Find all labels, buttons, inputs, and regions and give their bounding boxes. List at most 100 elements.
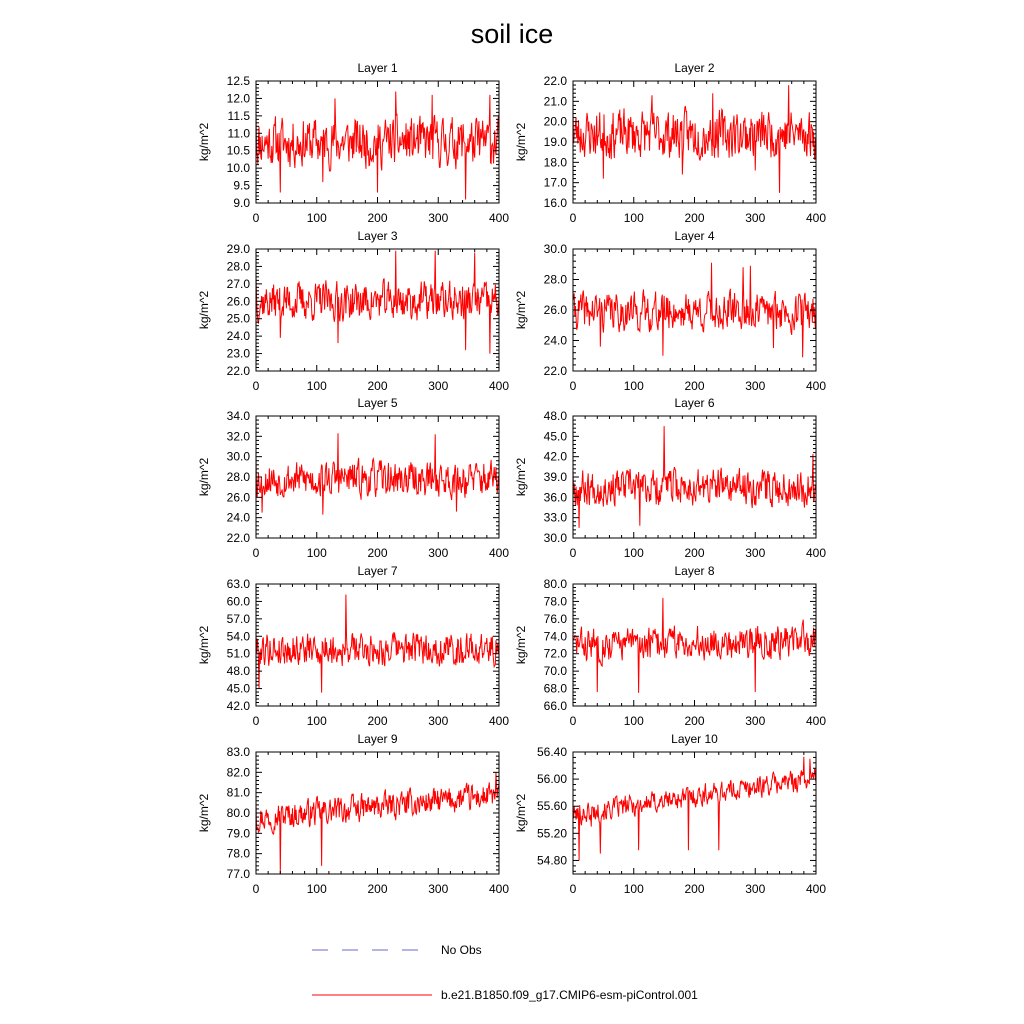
panel-title: Layer 4	[674, 229, 714, 243]
y-tick-label: 78.0	[227, 847, 251, 861]
y-tick-label: 24.0	[227, 329, 251, 343]
series-line	[572, 426, 817, 528]
panel-title: Layer 10	[671, 732, 718, 746]
x-tick-label: 200	[684, 546, 704, 560]
y-tick-label: 79.0	[227, 826, 251, 840]
x-tick-label: 300	[428, 546, 448, 560]
legend: No Obs b.e21.B1850.f09_g17.CMIP6-esm-piC…	[312, 943, 698, 1002]
panel-layer-3: Layer 3 kg/m^2 0 100 200 300 400 22.0 23.0 24.0 25…	[197, 229, 509, 393]
legend-obs-label: No Obs	[441, 943, 482, 957]
y-tick-label: 48.0	[544, 409, 568, 423]
x-tick-label: 200	[367, 211, 387, 225]
x-tick-label: 300	[428, 379, 448, 393]
x-tick-label: 300	[428, 211, 448, 225]
x-tick-label: 300	[745, 379, 765, 393]
x-tick-label: 400	[806, 379, 826, 393]
panel-title: Layer 2	[674, 61, 714, 75]
y-tick-label: 12.5	[227, 74, 251, 88]
panel-title: Layer 5	[357, 396, 397, 410]
y-axis-label: kg/m^2	[514, 123, 528, 162]
x-tick-label: 200	[684, 379, 704, 393]
panel-layer-7: Layer 7 kg/m^2 0 100 200 300 400 42.0 45.0 48.0 51…	[197, 564, 509, 728]
y-tick-label: 20.0	[544, 115, 568, 129]
y-tick-label: 83.0	[227, 745, 251, 759]
panel-layer-6: Layer 6 kg/m^2 0 100 200 300 400 30.0 33.0 36.0 39…	[514, 396, 826, 560]
x-tick-label: 100	[307, 714, 327, 728]
y-tick-label: 68.0	[544, 682, 568, 696]
y-tick-label: 54.0	[227, 629, 251, 643]
x-tick-label: 100	[307, 211, 327, 225]
x-tick-label: 400	[489, 882, 509, 896]
panels: Layer 1 kg/m^2 0 100 200 300 400 9.0 9.5 10.0 10.5…	[197, 61, 826, 896]
panel-title: Layer 9	[357, 732, 397, 746]
y-tick-label: 30.0	[227, 450, 251, 464]
y-tick-label: 12.0	[227, 91, 251, 105]
y-tick-label: 9.0	[233, 196, 250, 210]
y-axis-label: kg/m^2	[197, 291, 211, 330]
series-line	[572, 262, 817, 358]
y-tick-label: 29.0	[227, 242, 251, 256]
y-tick-label: 9.5	[233, 179, 250, 193]
y-tick-label: 18.0	[544, 155, 568, 169]
y-axis-label: kg/m^2	[514, 458, 528, 497]
x-tick-label: 300	[745, 211, 765, 225]
y-tick-label: 82.0	[227, 765, 251, 779]
x-tick-label: 100	[624, 882, 644, 896]
y-tick-label: 45.0	[544, 429, 568, 443]
y-tick-label: 19.0	[544, 135, 568, 149]
y-tick-label: 60.0	[227, 594, 251, 608]
series-line	[255, 250, 500, 354]
x-tick-label: 400	[806, 546, 826, 560]
y-tick-label: 23.0	[227, 347, 251, 361]
figure-title: soil ice	[471, 19, 554, 49]
y-tick-label: 22.0	[544, 74, 568, 88]
x-tick-label: 200	[367, 714, 387, 728]
y-axis-label: kg/m^2	[197, 794, 211, 833]
x-tick-label: 400	[489, 379, 509, 393]
y-tick-label: 22.0	[544, 364, 568, 378]
panel-layer-10: Layer 10 kg/m^2 0 100 200 300 400 54.80 55.20 55.…	[514, 732, 826, 896]
x-tick-label: 200	[367, 882, 387, 896]
y-tick-label: 48.0	[227, 664, 251, 678]
x-tick-label: 0	[570, 546, 577, 560]
y-tick-label: 28.0	[227, 259, 251, 273]
series-line	[255, 91, 500, 200]
x-tick-label: 400	[489, 211, 509, 225]
y-tick-label: 28.0	[544, 273, 568, 287]
y-tick-label: 81.0	[227, 786, 251, 800]
series-line	[255, 433, 500, 515]
y-tick-label: 80.0	[227, 806, 251, 820]
x-tick-label: 200	[367, 379, 387, 393]
plot-frame	[572, 751, 817, 875]
y-tick-label: 21.0	[544, 94, 568, 108]
y-tick-label: 24.0	[227, 511, 251, 525]
y-tick-label: 28.0	[227, 470, 251, 484]
panel-title: Layer 8	[674, 564, 714, 578]
x-tick-label: 0	[570, 379, 577, 393]
y-tick-label: 33.0	[544, 511, 568, 525]
x-tick-label: 0	[253, 211, 260, 225]
x-tick-label: 300	[428, 882, 448, 896]
panel-title: Layer 7	[357, 564, 397, 578]
y-tick-label: 24.0	[544, 334, 568, 348]
y-tick-label: 72.0	[544, 647, 568, 661]
y-tick-label: 10.5	[227, 144, 251, 158]
y-tick-label: 63.0	[227, 577, 251, 591]
y-tick-label: 56.00	[537, 772, 567, 786]
panel-layer-1: Layer 1 kg/m^2 0 100 200 300 400 9.0 9.5 10.0 10.5…	[197, 61, 509, 225]
panel-layer-4: Layer 4 kg/m^2 0 100 200 300 400 22.0 24.0 26.0 28…	[514, 229, 826, 393]
y-tick-label: 22.0	[227, 531, 251, 545]
x-tick-label: 300	[745, 546, 765, 560]
panel-layer-9: Layer 9 kg/m^2 0 100 200 300 400 77.0 78.0 79.0 80…	[197, 732, 509, 896]
x-tick-label: 0	[570, 714, 577, 728]
y-tick-label: 56.40	[537, 745, 567, 759]
x-tick-label: 100	[624, 211, 644, 225]
panel-layer-8: Layer 8 kg/m^2 0 100 200 300 400 66.0 68.0 70.0 72…	[514, 564, 826, 728]
y-tick-label: 26.0	[544, 303, 568, 317]
y-tick-label: 25.0	[227, 312, 251, 326]
y-tick-label: 32.0	[227, 429, 251, 443]
y-tick-label: 66.0	[544, 699, 568, 713]
plot-frame	[572, 415, 817, 539]
panel-title: Layer 6	[674, 396, 714, 410]
